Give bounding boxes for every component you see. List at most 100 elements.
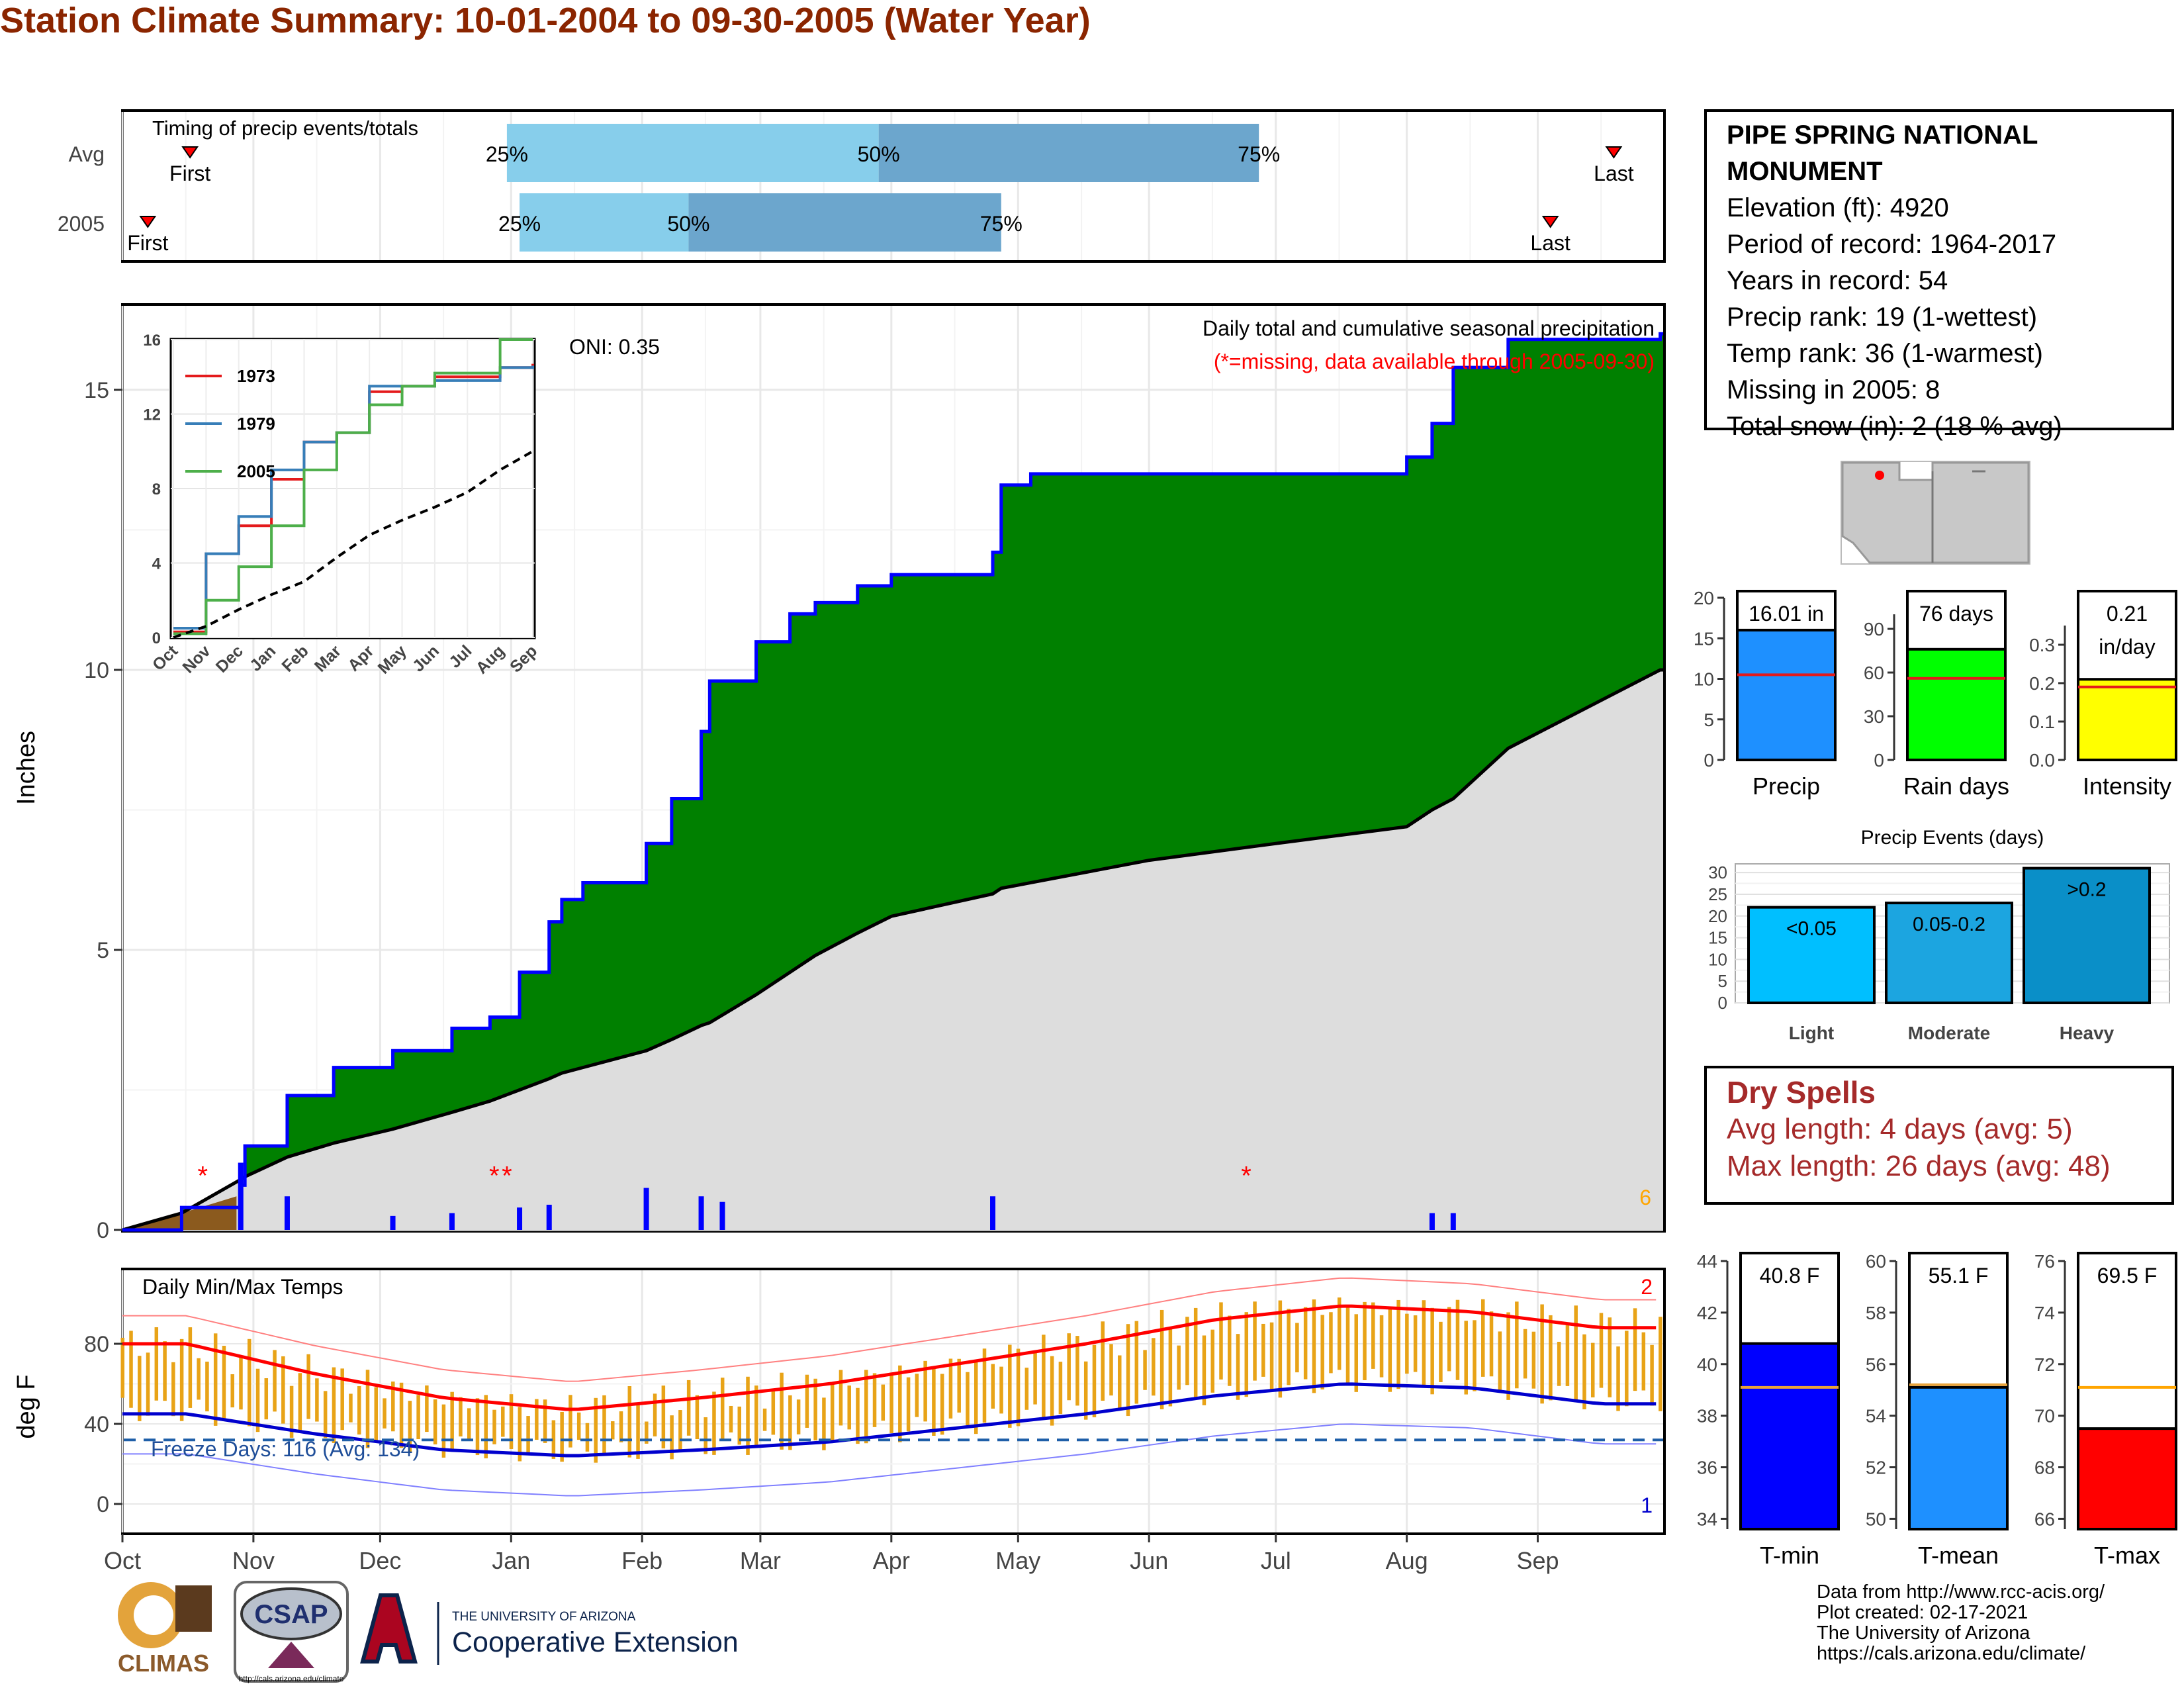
daily-temp-bar (1312, 1299, 1316, 1393)
ua-big-text: Cooperative Extension (452, 1626, 739, 1658)
mini-ytick-label: 56 (1866, 1354, 1886, 1375)
daily-temp-bar (966, 1372, 970, 1425)
temp-ytick-label: 40 (84, 1412, 109, 1437)
average-cumulative-area (122, 669, 1663, 1230)
daily-temp-bar (822, 1397, 826, 1450)
temp-ytick-label: 0 (97, 1492, 109, 1517)
daily-temp-bar (974, 1360, 978, 1434)
inset-series-line (173, 338, 533, 635)
daily-temp-bar (1024, 1368, 1029, 1410)
daily-temp-bar (847, 1385, 851, 1430)
timing-panel: 25% 50% 75% First Last 25% 50% 75% First Last Tim… (58, 109, 1666, 263)
precip-ytick-label: 10 (84, 658, 109, 683)
daily-temp-bar (1540, 1304, 1544, 1404)
station-missing: Missing in 2005: 8 (1727, 375, 1940, 404)
daily-temp-bar (1633, 1308, 1637, 1391)
daily-temp-bar (1574, 1305, 1578, 1403)
daily-temp-bar (467, 1408, 471, 1440)
mini-ytick-label: 0.2 (2029, 673, 2055, 694)
daily-temp-bar (416, 1395, 420, 1440)
daily-temp-bar (754, 1385, 758, 1446)
events-category-label: Light (1789, 1023, 1834, 1043)
daily-temp-bar (484, 1395, 488, 1459)
average-cumulative-line (122, 668, 1663, 1232)
daily-temp-bar (459, 1397, 463, 1436)
timing-last-label: Last (1594, 162, 1634, 185)
events-bar-label: 0.05-0.2 (1913, 914, 1985, 935)
events-title: Precip Events (days) (1861, 827, 2044, 849)
mini-value-bar (1736, 628, 1837, 761)
daily-temp-bar (1590, 1342, 1595, 1397)
mini-value-label: 69.5 F (2097, 1264, 2158, 1288)
daily-temp-bar (248, 1338, 251, 1427)
page-title: Station Climate Summary: 10-01-2004 to 0… (0, 1, 1091, 40)
daily-temp-bar (906, 1377, 911, 1432)
daily-temp-bar (171, 1362, 175, 1417)
daily-temp-bar (576, 1412, 581, 1440)
daily-temp-bar (518, 1407, 522, 1462)
daily-temp-bar (289, 1385, 294, 1438)
timing-first-label: First (127, 231, 168, 255)
events-ytick-label: 25 (1708, 884, 1727, 904)
dry-spells-title: Dry Spells (1727, 1075, 1876, 1109)
daily-temp-bar (1650, 1344, 1654, 1406)
daily-temp-bar (205, 1361, 209, 1412)
daily-temp-bar (1126, 1324, 1130, 1417)
mini-ytick-label: 36 (1697, 1458, 1717, 1478)
daily-temp-bar (872, 1373, 877, 1427)
daily-temp-bar (349, 1393, 353, 1423)
mini-ytick-label: 76 (2034, 1251, 2055, 1272)
daily-temp-bar (315, 1378, 319, 1422)
daily-temp-bar (1295, 1323, 1299, 1373)
daily-temp-bar (602, 1395, 606, 1454)
station-info-box: PIPE SPRING NATIONAL MONUMENT Elevation … (1704, 109, 2174, 441)
mini-value-bar (1906, 647, 2007, 761)
daily-temp-bar (915, 1374, 919, 1417)
events-bar (2023, 867, 2151, 1004)
mini-category-label: T-max (2094, 1542, 2160, 1569)
daily-temp-bar (1447, 1307, 1451, 1372)
timing-bar-q25-q50 (520, 193, 689, 252)
daily-temp-bar (281, 1356, 285, 1424)
oni-label: ONI: 0.35 (569, 335, 660, 359)
events-ytick-label: 5 (1718, 971, 1727, 991)
daily-temp-bar (543, 1399, 547, 1443)
daily-precip-bar (1450, 1213, 1456, 1230)
daily-temp-bar (551, 1420, 556, 1459)
daily-temp-bar (1464, 1321, 1468, 1395)
mini-category-label: T-min (1760, 1542, 1819, 1569)
daily-temp-bar (1489, 1311, 1494, 1377)
mini-ytick-label: 38 (1697, 1406, 1717, 1427)
daily-precip-bar (449, 1213, 455, 1230)
daily-temp-bar (332, 1367, 336, 1443)
precip-ylabel: Inches (13, 731, 40, 805)
daily-temp-bar (357, 1385, 361, 1435)
mini-ytick-label: 72 (2034, 1354, 2055, 1375)
mini-category-label: Rain days (1903, 773, 2009, 800)
daily-temp-bar (1075, 1336, 1079, 1406)
daily-temp-bar (771, 1389, 776, 1435)
x-axis-month-label: May (995, 1547, 1040, 1574)
daily-temp-bar (805, 1374, 809, 1428)
daily-temp-bar (179, 1338, 184, 1421)
daily-temp-bar (1177, 1345, 1181, 1390)
daily-temp-bar (1160, 1309, 1164, 1409)
daily-temp-bar (788, 1395, 792, 1450)
daily-temp-bar (230, 1374, 234, 1408)
station-temp-rank: Temp rank: 36 (1-warmest) (1727, 339, 2043, 368)
mini-value-label: 0.21 (2107, 602, 2148, 626)
mini-category-label: Precip (1752, 773, 1820, 800)
mini-ytick-label: 0.1 (2029, 712, 2055, 732)
timing-last-label: Last (1530, 231, 1570, 255)
daily-temp-bar (1261, 1323, 1265, 1377)
daily-temp-bar (982, 1348, 987, 1423)
daily-temp-bar (636, 1405, 640, 1459)
temp-min-count: 1 (1641, 1493, 1653, 1517)
avg-min-temp-line (122, 1382, 1657, 1458)
station-period: Period of record: 1964-2017 (1727, 230, 2057, 259)
daily-precip-bar (698, 1196, 704, 1230)
daily-temp-bar (1371, 1302, 1375, 1369)
daily-temp-bar (1303, 1307, 1308, 1380)
x-axis-month-label: Jul (1261, 1547, 1291, 1574)
daily-temp-bar (1168, 1329, 1173, 1407)
